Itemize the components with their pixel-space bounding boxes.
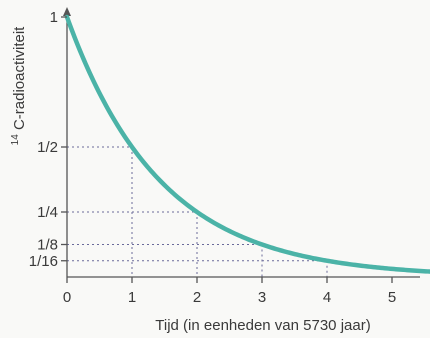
series-layer: [64, 14, 430, 274]
x-axis-label: Tijd (in eenheden van 5730 jaar): [155, 317, 370, 334]
x-tick-label-5: 5: [388, 289, 396, 306]
y-tick-label-1: 1: [50, 9, 58, 26]
x-tick-label-0: 0: [63, 289, 71, 306]
x-tick-label-3: 3: [258, 289, 266, 306]
y-axis-label-main: C-radioactiviteit: [11, 26, 28, 130]
y-axis-label: 14 C-radioactiviteit: [5, 26, 28, 145]
tick-labels: 0 1 2 3 4 5 1 1/2 1/4 1/81/16: [29, 9, 396, 306]
x-tick-label-1: 1: [128, 289, 136, 306]
y-tick-label-1-2: 1/2: [37, 139, 58, 156]
x-tick-label-4: 4: [323, 289, 331, 306]
y-axis-label-superscript: 14: [10, 134, 21, 146]
y-tick-label-1-4: 1/4: [37, 204, 58, 221]
y-axis-arrow-icon: [63, 7, 71, 16]
decay-curve-1: [64, 14, 430, 274]
y-tick-label-1-8: 1/8: [37, 237, 58, 254]
y-tick-label-1-16: 1/16: [29, 253, 58, 270]
x-tick-label-2: 2: [193, 289, 201, 306]
axes: [63, 7, 420, 278]
